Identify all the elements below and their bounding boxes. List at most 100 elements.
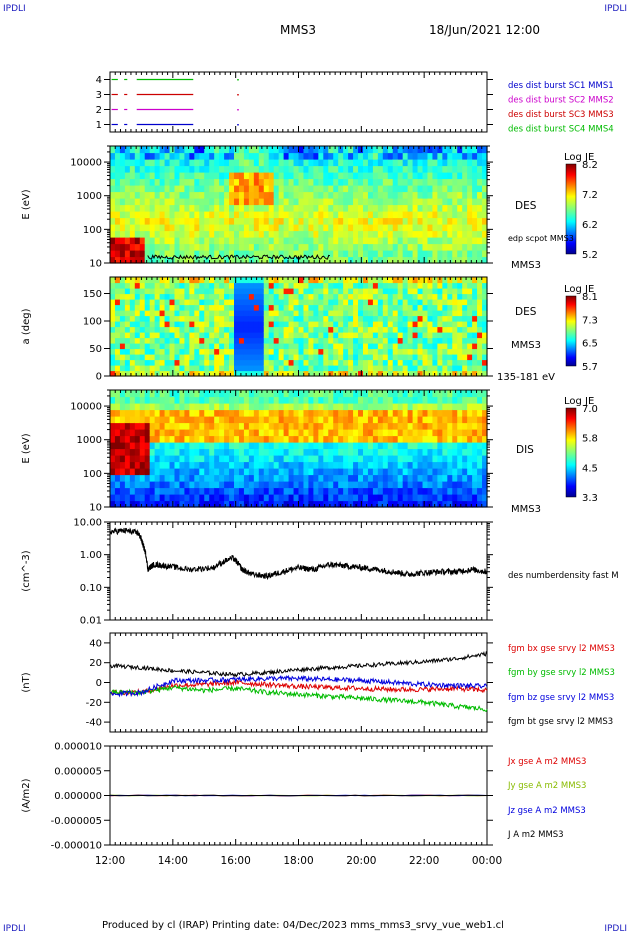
des-energy-panel-cell xyxy=(387,165,394,173)
des-pitch-panel-cell xyxy=(179,304,186,311)
dis-energy-panel-cell xyxy=(367,468,374,476)
dis-energy-panel-cell xyxy=(333,455,339,463)
des-pitch-panel-cell xyxy=(447,304,453,311)
des-energy-panel-cell xyxy=(362,243,369,251)
des-pitch-panel-cell xyxy=(189,277,195,284)
dis-energy-panel-cell xyxy=(159,448,166,456)
dis-energy-panel-cell xyxy=(229,487,235,495)
des-pitch-panel-cell xyxy=(189,282,195,289)
dis-energy-panel-cell xyxy=(298,409,305,417)
dis-energy-panel-cell xyxy=(159,429,166,437)
des-pitch-panel-cell xyxy=(318,326,324,333)
des-pitch-panel-cell xyxy=(412,365,419,372)
dis-energy-panel-cell xyxy=(204,500,210,508)
des-energy-panel-cell xyxy=(144,159,151,167)
dis-energy-panel-cell xyxy=(298,390,305,398)
des-pitch-panel-cell xyxy=(442,310,448,317)
dis-energy-panel-cell xyxy=(278,474,285,482)
dis-energy-panel-cell xyxy=(199,461,205,469)
dis-energy-panel-cell xyxy=(129,448,136,456)
des-pitch-panel-cell xyxy=(119,310,126,317)
des-pitch-panel-cell xyxy=(338,304,344,311)
des-pitch-panel-cell xyxy=(169,370,176,377)
des-energy-panel-cell xyxy=(323,191,329,199)
dis-energy-panel-cell xyxy=(199,409,205,417)
des-energy-panel-cell xyxy=(139,230,146,238)
des-pitch-panel-cell xyxy=(189,359,195,366)
des-pitch-panel-cell xyxy=(149,343,156,350)
dis-energy-panel-cell xyxy=(144,435,151,443)
des-energy-panel-cell xyxy=(129,152,136,160)
des-pitch-panel-cell xyxy=(119,343,126,350)
des-pitch-panel-cell xyxy=(397,304,404,311)
dis-energy-panel-cell xyxy=(199,435,205,443)
des-pitch-panel-cell xyxy=(110,354,116,361)
des-energy-panel-cell xyxy=(407,217,414,225)
dis-energy-panel-cell xyxy=(224,455,230,463)
dis-energy-panel-cell xyxy=(174,500,181,508)
des-energy-panel-cell xyxy=(283,159,290,167)
dis-energy-panel-cell xyxy=(462,494,468,502)
des-pitch-panel-cell xyxy=(293,288,300,295)
dis-energy-panel-instrument-label: DIS xyxy=(516,444,534,456)
des-pitch-panel-cell xyxy=(273,282,280,289)
dis-energy-panel-cell xyxy=(407,500,414,508)
des-pitch-panel-cell xyxy=(159,310,166,317)
dis-energy-panel-cell xyxy=(248,409,255,417)
des-pitch-panel-cell xyxy=(372,304,379,311)
des-energy-panel-cell xyxy=(382,146,389,154)
des-energy-panel-cell xyxy=(477,243,483,251)
des-pitch-panel-cell xyxy=(159,365,166,372)
des-energy-panel-cell xyxy=(362,256,369,264)
des-pitch-panel-cell xyxy=(288,315,295,322)
dis-energy-panel-cell xyxy=(169,429,176,437)
des-energy-panel-cell xyxy=(298,243,305,251)
des-energy-panel-cell xyxy=(243,217,250,225)
des-pitch-panel-cell xyxy=(238,332,245,339)
des-pitch-panel-cell xyxy=(372,343,379,350)
des-energy-panel-cell xyxy=(333,146,339,154)
des-pitch-panel-cell xyxy=(243,348,250,355)
des-pitch-panel-cell xyxy=(124,348,131,355)
dis-energy-panel-cell xyxy=(427,461,434,469)
des-pitch-panel-cell xyxy=(303,354,310,361)
des-energy-panel-cell xyxy=(229,250,235,258)
des-energy-panel-cell xyxy=(268,243,275,251)
des-pitch-panel-cell xyxy=(159,348,166,355)
dis-energy-panel-cell xyxy=(303,481,310,489)
des-energy-panel-cell xyxy=(392,152,399,160)
des-energy-panel-cell xyxy=(184,237,190,245)
des-pitch-panel-cell xyxy=(119,321,126,328)
des-pitch-panel-cell xyxy=(159,315,166,322)
des-energy-panel-cell xyxy=(343,204,349,212)
des-pitch-panel-cell xyxy=(253,326,260,333)
dis-energy-panel-cell xyxy=(422,409,429,417)
dis-energy-panel-cell xyxy=(432,494,438,502)
des-energy-panel-cell xyxy=(114,211,121,219)
des-pitch-panel-cell xyxy=(149,277,156,284)
des-energy-panel-cell xyxy=(362,217,369,225)
des-energy-panel-cell xyxy=(219,191,225,199)
dis-energy-panel-cell xyxy=(278,500,285,508)
des-energy-panel-colorbar-tick: 5.2 xyxy=(582,250,598,261)
des-energy-panel-cell xyxy=(432,256,438,264)
des-energy-panel-cell xyxy=(437,204,443,212)
des-pitch-panel-cell xyxy=(472,332,478,339)
des-energy-panel-cell xyxy=(452,256,458,264)
des-energy-panel-cell xyxy=(377,211,384,219)
dis-energy-panel-cell xyxy=(248,448,255,456)
dis-energy-panel-cell xyxy=(303,468,310,476)
dis-energy-panel-cell xyxy=(343,409,349,417)
des-energy-panel-cell xyxy=(253,224,260,232)
dis-energy-panel-cell xyxy=(482,474,488,482)
dis-energy-panel-cell xyxy=(238,468,245,476)
des-pitch-panel-cell xyxy=(328,365,334,372)
des-energy-panel-cell xyxy=(164,224,171,232)
des-pitch-panel-cell xyxy=(477,343,483,350)
des-pitch-panel-cell xyxy=(114,337,121,344)
des-pitch-panel-cell xyxy=(367,359,374,366)
des-pitch-panel-cell xyxy=(407,365,414,372)
des-energy-panel-cell xyxy=(248,159,255,167)
des-pitch-panel-cell xyxy=(204,277,210,284)
des-pitch-panel-cell xyxy=(328,348,334,355)
